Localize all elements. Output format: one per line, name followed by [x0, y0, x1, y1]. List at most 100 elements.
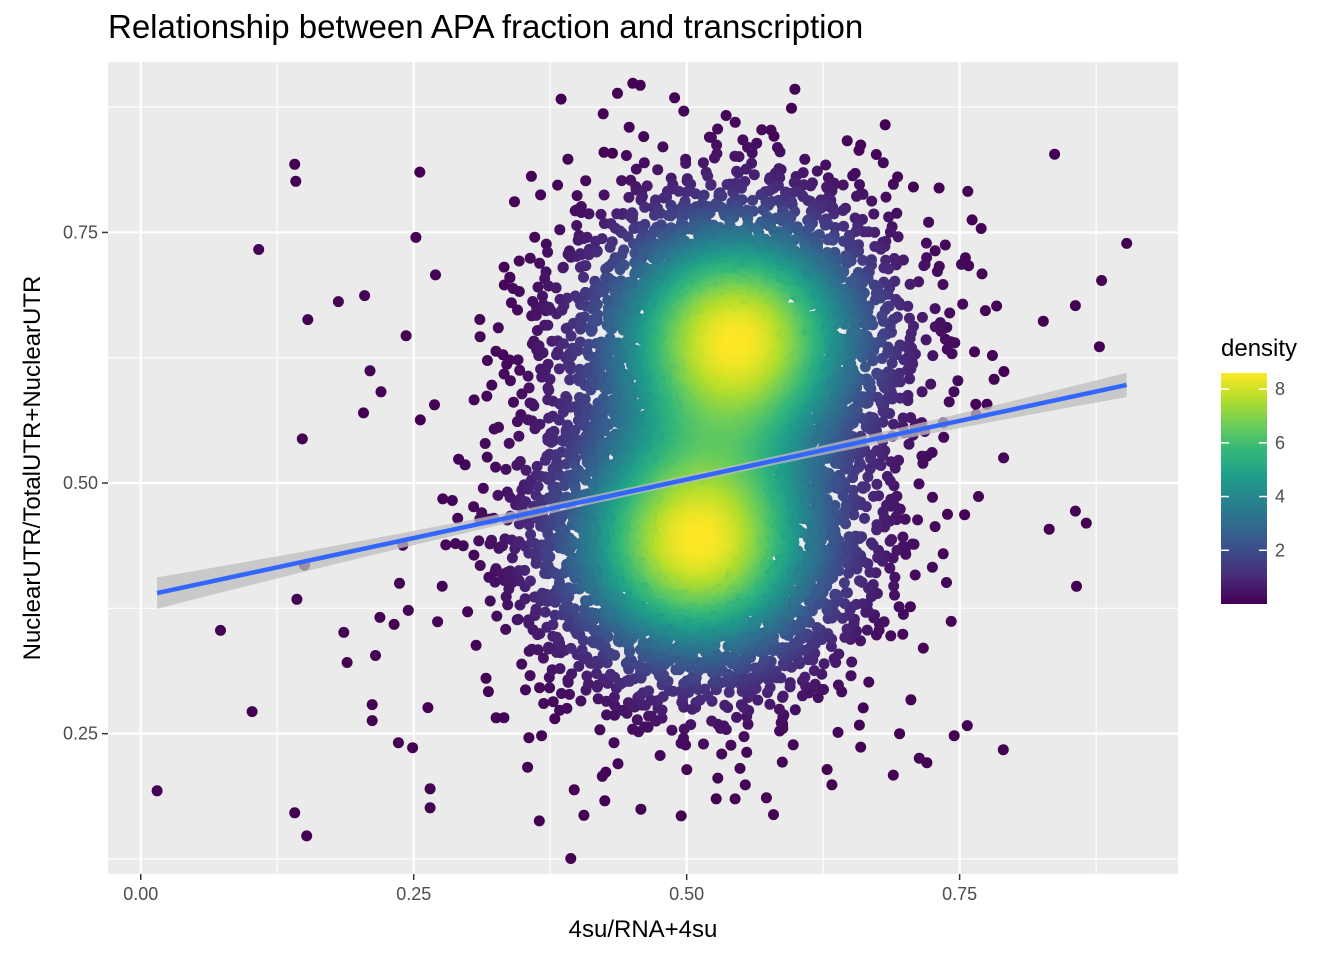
data-point	[959, 509, 971, 521]
data-point	[927, 491, 938, 503]
data-point	[498, 261, 510, 273]
data-point	[859, 512, 870, 524]
data-point	[476, 507, 488, 519]
data-point	[739, 779, 751, 791]
data-point	[939, 239, 951, 251]
data-point	[542, 319, 554, 331]
data-point	[789, 83, 801, 95]
data-point	[366, 699, 378, 711]
data-point	[524, 670, 536, 682]
data-point	[532, 644, 544, 656]
data-point	[837, 179, 849, 191]
data-point	[657, 141, 669, 153]
data-point	[410, 231, 422, 243]
data-point	[246, 706, 258, 718]
data-point	[652, 164, 664, 176]
data-point	[553, 414, 565, 426]
data-point	[291, 593, 303, 605]
data-point	[669, 92, 681, 104]
data-point	[551, 631, 563, 643]
data-point	[712, 772, 724, 784]
data-point	[897, 628, 909, 640]
data-point	[537, 290, 548, 302]
data-point	[884, 562, 896, 574]
data-point	[865, 537, 877, 549]
data-point	[591, 315, 603, 327]
data-point	[604, 241, 616, 253]
data-point	[808, 665, 820, 677]
data-point	[929, 321, 941, 333]
data-point	[540, 238, 552, 250]
data-point	[606, 147, 618, 159]
data-point	[841, 623, 853, 635]
data-point	[601, 709, 613, 721]
data-point	[1071, 580, 1082, 592]
data-point	[504, 354, 516, 366]
data-point	[998, 366, 1010, 377]
data-point	[296, 433, 308, 445]
data-point	[557, 338, 569, 350]
data-point	[720, 110, 732, 121]
data-point	[868, 208, 880, 220]
data-point	[480, 672, 492, 684]
data-point	[498, 712, 510, 724]
data-point	[866, 195, 878, 207]
data-point	[486, 534, 497, 546]
data-point	[580, 175, 592, 187]
data-point	[851, 190, 862, 202]
data-point	[966, 214, 978, 226]
data-point	[542, 246, 554, 258]
data-point	[975, 223, 987, 234]
data-point	[712, 123, 724, 135]
data-point	[705, 179, 717, 191]
data-point	[490, 712, 502, 724]
data-point	[504, 375, 516, 387]
data-point	[568, 603, 580, 615]
data-point	[536, 730, 548, 742]
data-point	[941, 343, 953, 355]
data-point	[422, 702, 434, 714]
data-point	[599, 795, 611, 807]
data-point	[534, 628, 546, 640]
data-point	[788, 177, 800, 189]
data-point	[929, 245, 941, 257]
data-point	[534, 418, 546, 430]
data-point	[862, 471, 874, 483]
data-point	[738, 731, 750, 743]
data-point	[685, 719, 697, 731]
data-point	[941, 577, 952, 588]
data-point	[520, 464, 532, 476]
data-point	[638, 157, 650, 169]
chart-title: Relationship between APA fraction and tr…	[108, 8, 864, 45]
data-point	[887, 769, 899, 781]
data-point	[576, 644, 588, 656]
data-point	[414, 166, 426, 178]
data-point	[468, 549, 480, 561]
data-point	[904, 601, 916, 613]
data-point	[627, 212, 638, 224]
data-point	[519, 564, 531, 576]
data-point	[550, 282, 562, 294]
data-point	[991, 300, 1003, 312]
data-point	[605, 668, 617, 680]
data-point	[569, 424, 581, 436]
data-point	[566, 668, 578, 680]
data-point	[302, 314, 314, 326]
data-point	[926, 561, 938, 573]
data-points	[151, 77, 1133, 864]
data-point	[894, 728, 906, 740]
data-point	[530, 603, 542, 615]
data-point	[854, 575, 865, 587]
data-point	[359, 290, 371, 302]
data-point	[609, 649, 621, 661]
data-point	[482, 686, 494, 698]
data-point	[1080, 517, 1092, 529]
data-point	[645, 710, 657, 722]
data-point	[890, 293, 902, 305]
data-point	[664, 685, 675, 696]
data-point	[913, 752, 925, 764]
data-point	[474, 331, 486, 343]
data-point	[855, 741, 867, 753]
data-point	[598, 146, 610, 158]
data-point	[473, 535, 485, 547]
